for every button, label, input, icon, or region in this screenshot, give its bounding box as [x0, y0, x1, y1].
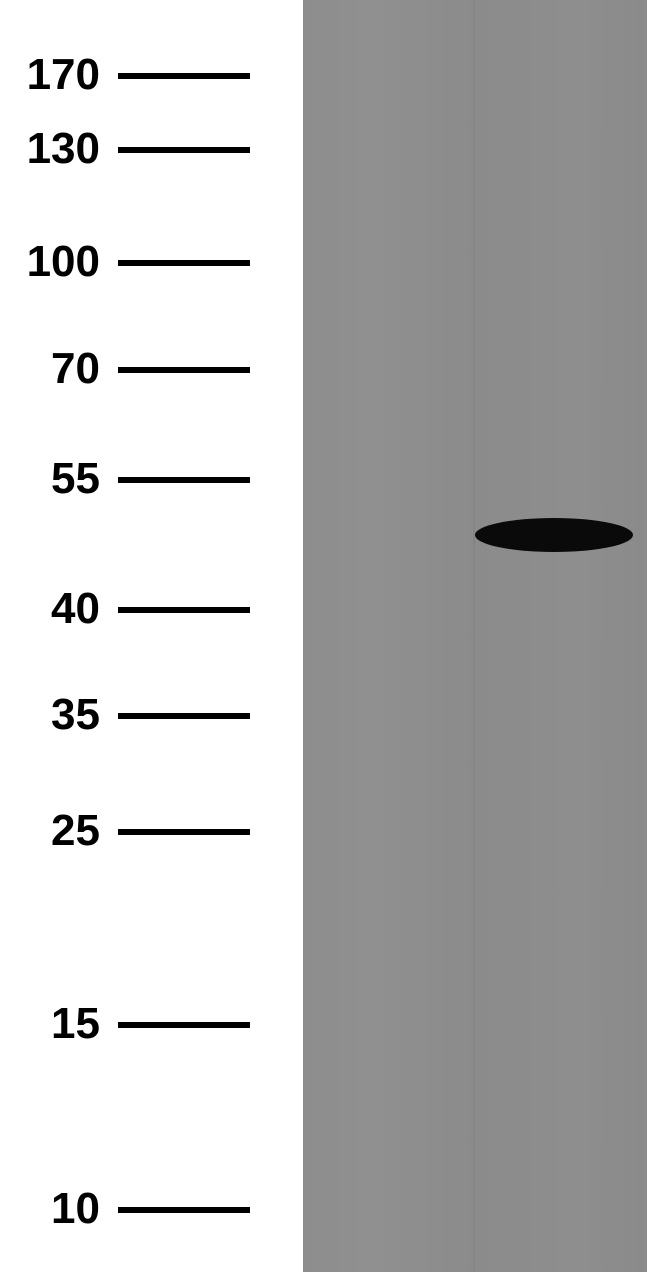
marker-label: 100 — [10, 237, 100, 287]
marker-label: 55 — [10, 454, 100, 504]
blot-membrane — [303, 0, 647, 1272]
marker-label: 35 — [10, 690, 100, 740]
marker-label: 70 — [10, 344, 100, 394]
marker-label: 25 — [10, 806, 100, 856]
marker-tick — [118, 1022, 250, 1028]
marker-tick — [118, 477, 250, 483]
marker-label: 15 — [10, 999, 100, 1049]
marker-label: 170 — [10, 50, 100, 100]
marker-label: 10 — [10, 1184, 100, 1234]
lane-divider — [473, 0, 475, 1272]
protein-band — [475, 518, 633, 552]
marker-tick — [118, 1207, 250, 1213]
marker-tick — [118, 829, 250, 835]
marker-tick — [118, 147, 250, 153]
marker-tick — [118, 260, 250, 266]
marker-label: 40 — [10, 584, 100, 634]
marker-tick — [118, 713, 250, 719]
marker-tick — [118, 73, 250, 79]
marker-tick — [118, 607, 250, 613]
western-blot-figure: 170 130 100 70 55 40 35 25 15 10 — [0, 0, 650, 1275]
marker-tick — [118, 367, 250, 373]
marker-label: 130 — [10, 124, 100, 174]
